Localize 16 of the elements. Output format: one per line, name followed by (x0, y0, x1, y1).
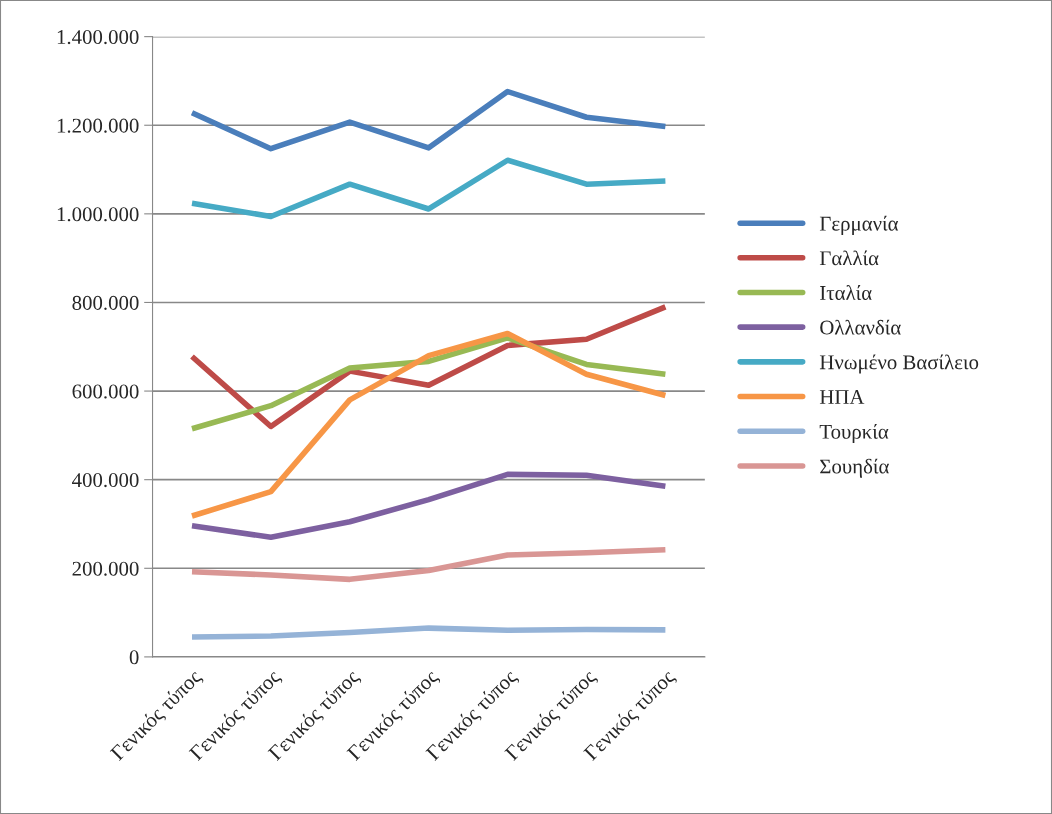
legend-label: Τουρκία (819, 423, 889, 444)
y-tick-label: 1.200.000 (57, 118, 139, 133)
legend-label: Γαλλία (819, 250, 879, 266)
y-tick-label: 600.000 (72, 384, 139, 399)
legend-label: ΗΠΑ (819, 390, 865, 404)
y-tick-label: 1.000.000 (57, 207, 139, 222)
legend-label: Ολλανδία (820, 319, 901, 335)
legend-label: Ηνωμένο Βασίλειο (819, 354, 979, 374)
y-tick-label: 200.000 (72, 561, 139, 576)
y-tick-label: 1.400.000 (57, 30, 139, 45)
legend-label: Γερμανία (819, 215, 899, 235)
y-tick-label: 800.000 (72, 295, 139, 310)
y-tick-label: 400.000 (72, 473, 139, 488)
legend-label: Σουηδία (820, 458, 889, 478)
y-tick-label: 0 (129, 650, 139, 665)
legend-label: Ιταλία (820, 285, 872, 300)
